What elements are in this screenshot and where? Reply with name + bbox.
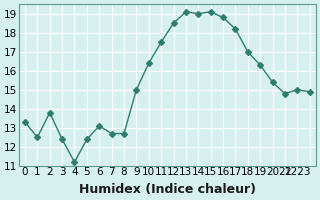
- X-axis label: Humidex (Indice chaleur): Humidex (Indice chaleur): [79, 183, 256, 196]
